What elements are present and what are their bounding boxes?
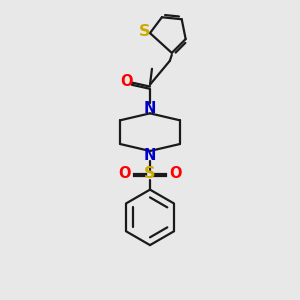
Text: N: N [144, 101, 156, 116]
Text: O: O [169, 166, 182, 181]
Text: O: O [118, 166, 130, 181]
Text: S: S [139, 24, 151, 39]
Text: S: S [144, 166, 156, 181]
Text: O: O [120, 74, 133, 89]
Text: N: N [144, 148, 156, 164]
